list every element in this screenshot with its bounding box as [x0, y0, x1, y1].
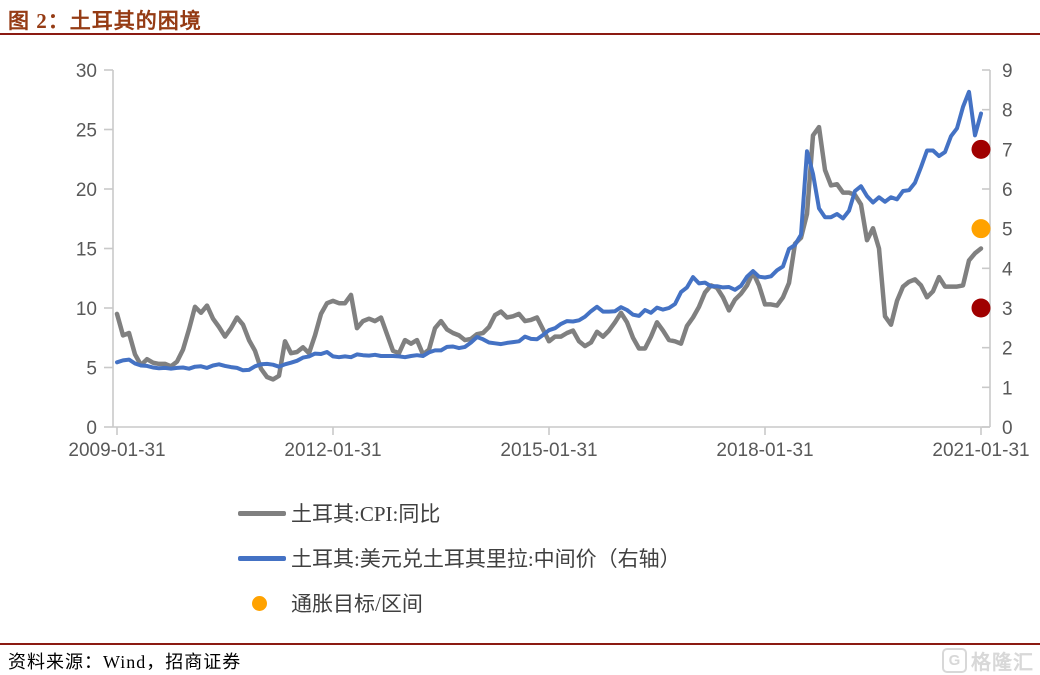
svg-text:10: 10 — [76, 299, 97, 320]
chart-legend: 土耳其:CPI:同比 土耳其:美元兑土耳其里拉:中间价（右轴） 通胀目标/区间 — [238, 497, 681, 632]
cpi-line-marker — [238, 510, 286, 516]
svg-text:2012-01-31: 2012-01-31 — [284, 440, 381, 461]
svg-text:2: 2 — [1002, 339, 1013, 360]
svg-text:0: 0 — [86, 418, 97, 439]
legend-label-inflation-target: 通胀目标/区间 — [291, 592, 423, 616]
svg-text:1: 1 — [1002, 378, 1013, 399]
svg-text:5: 5 — [86, 359, 97, 380]
fx-line-marker — [238, 555, 286, 561]
gelonghui-logo-icon: G — [942, 648, 967, 673]
svg-text:30: 30 — [76, 61, 97, 82]
inflation-target-dot-marker — [252, 595, 267, 611]
svg-text:7: 7 — [1002, 140, 1013, 161]
legend-label-fx: 土耳其:美元兑土耳其里拉:中间价（右轴） — [291, 547, 681, 571]
svg-text:25: 25 — [76, 121, 97, 142]
svg-text:2015-01-31: 2015-01-31 — [500, 440, 597, 461]
svg-text:2009-01-31: 2009-01-31 — [68, 440, 165, 461]
legend-item-inflation-target: 通胀目标/区间 — [238, 587, 681, 619]
data-source-note: 资料来源：Wind，招商证券 — [8, 652, 242, 672]
gelonghui-watermark: G 格隆汇 — [942, 646, 1034, 675]
svg-text:2021-01-31: 2021-01-31 — [932, 440, 1029, 461]
legend-marker-box — [238, 555, 288, 561]
svg-text:4: 4 — [1002, 259, 1013, 280]
svg-text:0: 0 — [1002, 418, 1013, 439]
legend-label-cpi: 土耳其:CPI:同比 — [291, 502, 441, 526]
svg-text:20: 20 — [76, 180, 97, 201]
svg-text:5: 5 — [1002, 220, 1013, 241]
legend-item-cpi: 土耳其:CPI:同比 — [238, 497, 681, 529]
title-divider — [0, 33, 1040, 35]
source-divider — [0, 643, 1040, 645]
turkey-cpi-fx-chart: 0 5 10 15 20 25 30 0 1 2 3 4 5 6 7 8 9 2009-01-31 2012-01-… — [68, 61, 1029, 461]
svg-text:2018-01-31: 2018-01-31 — [716, 440, 813, 461]
figure-title: 图 2：土耳其的困境 — [8, 9, 202, 33]
svg-text:3: 3 — [1002, 299, 1013, 320]
legend-marker-box — [238, 595, 288, 611]
svg-text:8: 8 — [1002, 101, 1013, 122]
svg-text:9: 9 — [1002, 61, 1013, 82]
legend-item-fx: 土耳其:美元兑土耳其里拉:中间价（右轴） — [238, 542, 681, 574]
svg-text:6: 6 — [1002, 180, 1013, 201]
svg-text:15: 15 — [76, 240, 97, 261]
gelonghui-logo-text: 格隆汇 — [971, 652, 1034, 674]
legend-marker-box — [238, 510, 288, 516]
